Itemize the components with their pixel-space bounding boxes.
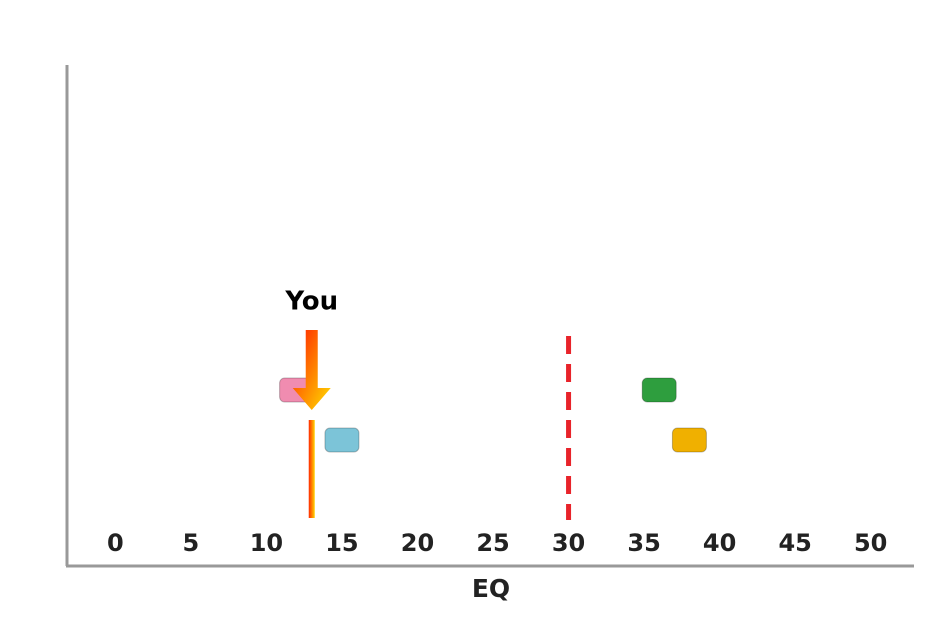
x-tick-label: 20 — [401, 529, 434, 557]
x-tick-label: 50 — [854, 529, 887, 557]
x-tick-label: 30 — [552, 529, 585, 557]
you-label: You — [284, 287, 338, 317]
x-tick-label: 25 — [476, 529, 509, 557]
x-tick-label: 35 — [627, 529, 660, 557]
x-tick-label: 40 — [703, 529, 736, 557]
x-tick-label: 45 — [778, 529, 811, 557]
marker — [671, 427, 707, 453]
marker — [641, 377, 677, 403]
you-line — [308, 420, 315, 518]
x-axis-label: EQ — [472, 574, 510, 603]
marker — [324, 427, 360, 453]
x-tick-label: 0 — [107, 529, 124, 557]
you-arrow — [292, 330, 331, 410]
x-tick-label: 5 — [183, 529, 200, 557]
x-tick-label: 15 — [325, 529, 358, 557]
x-tick-label: 10 — [250, 529, 283, 557]
